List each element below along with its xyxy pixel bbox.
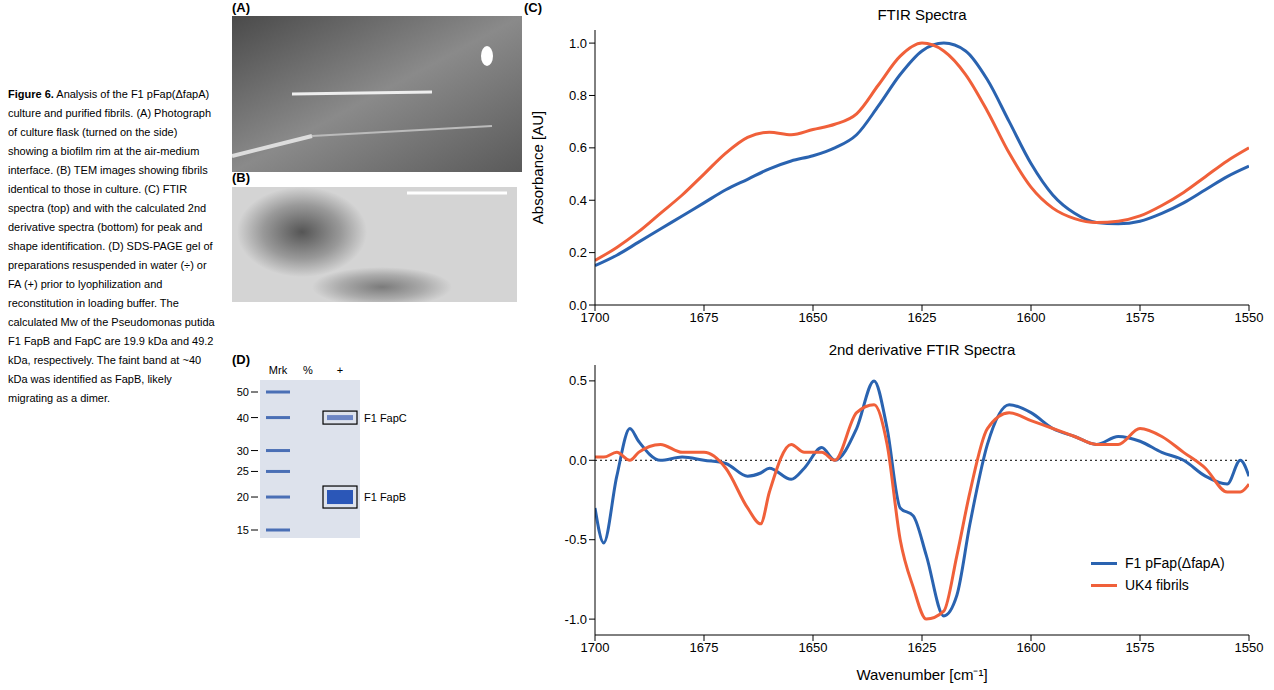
svg-text:1550: 1550 xyxy=(1235,310,1264,325)
svg-text:0.6: 0.6 xyxy=(569,140,587,155)
svg-text:-1.0: -1.0 xyxy=(565,612,587,627)
svg-text:Wavenumber [cm⁻¹]: Wavenumber [cm⁻¹] xyxy=(856,666,987,683)
svg-text:%: % xyxy=(303,364,313,376)
svg-text:1625: 1625 xyxy=(908,640,937,655)
html-text:2nd derivative FTIR Spectra: 2nd derivative FTIR Spectra xyxy=(828,341,1016,358)
svg-text:1700: 1700 xyxy=(581,640,610,655)
svg-text:1575: 1575 xyxy=(1126,310,1155,325)
svg-text:20: 20 xyxy=(237,491,249,503)
svg-text:1.0: 1.0 xyxy=(569,36,587,51)
html-text:(A): (A) xyxy=(232,0,250,15)
svg-text:1575: 1575 xyxy=(1126,640,1155,655)
html-text:FTIR Spectra: FTIR Spectra xyxy=(877,6,967,23)
svg-text:+: + xyxy=(337,364,343,376)
svg-text:F1 FapB: F1 FapB xyxy=(364,491,406,503)
svg-text:0.8: 0.8 xyxy=(569,88,587,103)
svg-text:1650: 1650 xyxy=(799,640,828,655)
svg-text:Mrk: Mrk xyxy=(269,364,288,376)
html-text:UK4 fibrils: UK4 fibrils xyxy=(1125,577,1189,594)
svg-text:1650: 1650 xyxy=(799,310,828,325)
html-text:F1 pFap(ΔfapA): F1 pFap(ΔfapA) xyxy=(1125,555,1225,572)
svg-text:1550: 1550 xyxy=(1235,640,1264,655)
svg-text:50: 50 xyxy=(237,386,249,398)
svg-text:0.0: 0.0 xyxy=(569,298,587,313)
svg-text:1600: 1600 xyxy=(1017,310,1046,325)
svg-text:25: 25 xyxy=(237,465,249,477)
svg-text:1600: 1600 xyxy=(1017,640,1046,655)
html-text:(B): (B) xyxy=(232,170,250,185)
svg-text:0.0: 0.0 xyxy=(569,453,587,468)
html-text:(D): (D) xyxy=(232,352,250,367)
html-text:Figure 6. Analysis of the F1 p: Figure 6. Analysis of the F1 pFap(ΔfapA)… xyxy=(8,88,215,404)
svg-text:-0.5: -0.5 xyxy=(565,532,587,547)
svg-text:Absorbance [AU]: Absorbance [AU] xyxy=(529,111,546,224)
svg-text:0.2: 0.2 xyxy=(569,245,587,260)
svg-text:1675: 1675 xyxy=(690,310,719,325)
svg-text:1700: 1700 xyxy=(580,310,610,326)
svg-text:1625: 1625 xyxy=(908,310,937,325)
svg-text:1675: 1675 xyxy=(690,640,719,655)
html-text:(C): (C) xyxy=(524,0,542,15)
svg-text:15: 15 xyxy=(237,524,249,536)
svg-text:0.5: 0.5 xyxy=(569,373,587,388)
svg-text:0.4: 0.4 xyxy=(569,193,587,208)
svg-text:30: 30 xyxy=(237,445,249,457)
svg-text:F1 FapC: F1 FapC xyxy=(364,412,407,424)
svg-text:40: 40 xyxy=(237,412,249,424)
